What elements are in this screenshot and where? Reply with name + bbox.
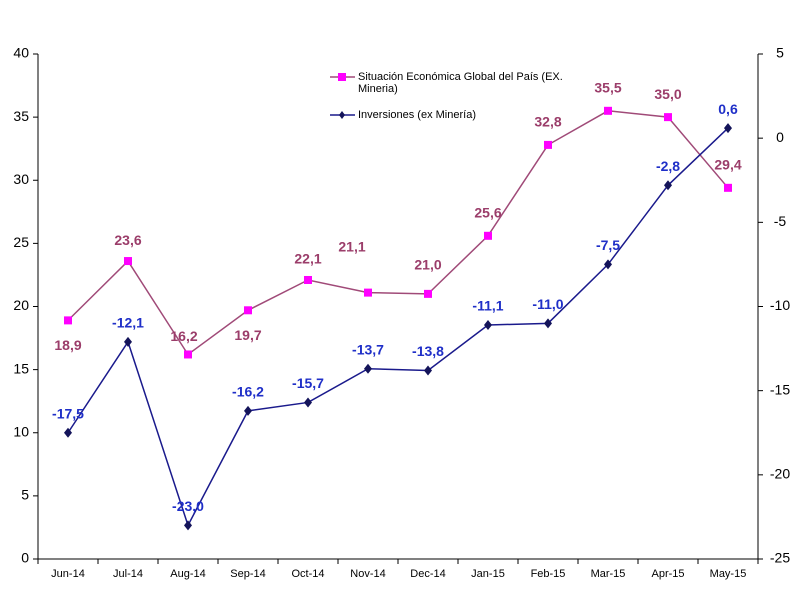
data-label: 29,4 bbox=[714, 157, 741, 173]
data-label: -12,1 bbox=[112, 315, 144, 331]
data-label: 25,6 bbox=[474, 205, 501, 221]
y-tick-label: 25 bbox=[13, 234, 29, 250]
marker bbox=[364, 363, 372, 374]
marker bbox=[64, 316, 72, 325]
series-line bbox=[67, 127, 729, 528]
marker bbox=[244, 405, 252, 416]
y2-tick-label: 0 bbox=[776, 129, 784, 145]
y-tick-label: 35 bbox=[13, 108, 29, 124]
x-tick-label: Feb-15 bbox=[531, 568, 566, 580]
data-label: -13,8 bbox=[412, 343, 444, 359]
y-tick-label: 15 bbox=[13, 360, 29, 376]
marker bbox=[664, 113, 672, 122]
y2-tick-label: 5 bbox=[776, 45, 784, 61]
marker bbox=[544, 318, 552, 329]
legend-label: Inversiones (ex Minería) bbox=[358, 109, 476, 121]
data-label: 16,2 bbox=[170, 328, 197, 344]
x-tick-label: Nov-14 bbox=[350, 568, 385, 580]
data-label: 32,8 bbox=[534, 114, 561, 130]
marker bbox=[124, 336, 132, 347]
marker bbox=[604, 106, 612, 115]
x-tick-label: Jan-15 bbox=[471, 568, 505, 580]
y-tick-label: 30 bbox=[13, 171, 29, 187]
marker bbox=[184, 520, 192, 531]
data-label: -17,5 bbox=[52, 405, 84, 421]
x-tick-label: Jun-14 bbox=[51, 568, 85, 580]
y2-tick-label: -5 bbox=[774, 213, 787, 229]
x-tick-label: Apr-15 bbox=[651, 568, 684, 580]
y2-tick-label: -10 bbox=[770, 297, 790, 313]
marker bbox=[64, 427, 72, 438]
y-tick-label: 10 bbox=[13, 423, 29, 439]
marker bbox=[304, 275, 312, 284]
marker bbox=[484, 231, 492, 240]
data-label: 21,1 bbox=[338, 238, 365, 254]
data-label: 18,9 bbox=[54, 337, 81, 353]
data-label: -11,1 bbox=[472, 298, 503, 314]
data-label: -15,7 bbox=[292, 375, 324, 391]
data-label: 21,0 bbox=[414, 257, 441, 273]
x-tick-label: Dec-14 bbox=[410, 568, 445, 580]
y2-tick-label: -15 bbox=[770, 381, 790, 397]
data-label: -16,2 bbox=[232, 384, 264, 400]
data-label: 22,1 bbox=[294, 251, 321, 267]
marker bbox=[664, 180, 672, 191]
data-label: 23,6 bbox=[114, 232, 141, 248]
series-line bbox=[67, 110, 729, 356]
x-tick-label: Oct-14 bbox=[291, 568, 324, 580]
data-label: -11,0 bbox=[532, 296, 563, 312]
marker bbox=[124, 257, 132, 266]
x-tick-label: Aug-14 bbox=[170, 568, 205, 580]
y-tick-label: 20 bbox=[13, 297, 29, 313]
y2-tick-label: -25 bbox=[770, 550, 790, 566]
data-label: -13,7 bbox=[352, 341, 384, 357]
legend-label: Situación Económica Global del País (EX.… bbox=[358, 71, 563, 95]
y2-tick-label: -20 bbox=[770, 466, 790, 482]
marker bbox=[304, 397, 312, 408]
x-tick-label: Jul-14 bbox=[113, 568, 143, 580]
marker bbox=[244, 306, 252, 315]
x-tick-label: May-15 bbox=[710, 568, 747, 580]
y-tick-label: 5 bbox=[21, 487, 29, 503]
y-tick-label: 0 bbox=[21, 550, 29, 566]
marker bbox=[424, 289, 432, 298]
marker bbox=[484, 320, 492, 331]
data-label: 19,7 bbox=[234, 327, 261, 343]
legend-marker bbox=[339, 111, 345, 119]
marker bbox=[724, 183, 732, 192]
marker bbox=[544, 140, 552, 149]
marker bbox=[604, 259, 612, 270]
marker bbox=[184, 350, 192, 359]
data-label: -7,5 bbox=[596, 237, 620, 253]
y-tick-label: 40 bbox=[13, 45, 29, 61]
data-label: 0,6 bbox=[718, 101, 738, 117]
marker bbox=[724, 123, 732, 134]
marker bbox=[364, 288, 372, 297]
data-label: -23,0 bbox=[172, 498, 204, 514]
data-label: 35,5 bbox=[594, 80, 621, 96]
x-tick-label: Mar-15 bbox=[591, 568, 626, 580]
data-label: -2,8 bbox=[656, 158, 680, 174]
marker bbox=[424, 365, 432, 376]
legend-marker bbox=[338, 73, 346, 81]
data-label: 35,0 bbox=[654, 86, 681, 102]
x-tick-label: Sep-14 bbox=[230, 568, 265, 580]
